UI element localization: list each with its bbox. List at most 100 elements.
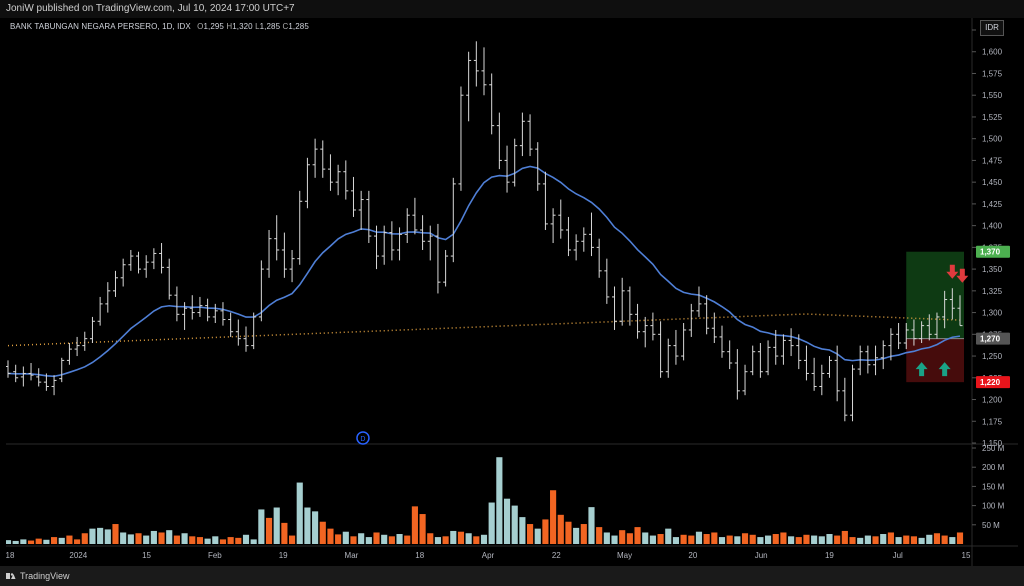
volume-bar bbox=[657, 534, 664, 544]
currency-button[interactable]: IDR bbox=[980, 20, 1004, 36]
volume-bar bbox=[933, 533, 941, 544]
ohlc-bar bbox=[274, 215, 280, 261]
volume-bar bbox=[672, 537, 680, 544]
ohlc-bar bbox=[450, 177, 456, 263]
volume-bar bbox=[327, 528, 334, 544]
volume-tick-label: 50 M bbox=[982, 521, 1000, 530]
volume-bar bbox=[649, 535, 656, 544]
time-tick-label: 20 bbox=[688, 551, 697, 560]
ohlc-bar bbox=[220, 302, 226, 326]
ohlc-bar bbox=[51, 375, 57, 396]
volume-bar bbox=[557, 514, 564, 544]
ohlc-bar bbox=[43, 373, 49, 391]
ohlc-bar bbox=[151, 248, 157, 270]
volume-tick-label: 150 M bbox=[982, 482, 1005, 491]
volume-bar bbox=[204, 538, 211, 544]
ohlc-bar bbox=[642, 316, 648, 348]
volume-bar bbox=[642, 532, 649, 544]
ohlc-bar bbox=[420, 215, 426, 250]
price-chart[interactable]: 1,1501,1751,2001,2251,2501,2751,3001,325… bbox=[4, 18, 1018, 566]
ohlc-bar bbox=[28, 363, 34, 381]
target-price-label-bg bbox=[976, 245, 1010, 258]
volume-bar bbox=[619, 530, 626, 544]
volume-bar bbox=[66, 535, 73, 544]
time-tick-label: May bbox=[617, 551, 632, 560]
volume-bar bbox=[826, 534, 833, 544]
volume-bar bbox=[811, 535, 818, 544]
price-tick-label: 1,200 bbox=[982, 396, 1003, 405]
ohlc-bar bbox=[320, 140, 326, 178]
volume-bar bbox=[273, 507, 280, 544]
price-tick-label: 1,350 bbox=[982, 265, 1003, 274]
price-tick-label: 1,600 bbox=[982, 48, 1003, 57]
ohlc-bar bbox=[281, 232, 287, 278]
ohlc-bar bbox=[258, 260, 264, 322]
time-tick-label: 2024 bbox=[69, 551, 87, 560]
ohlc-bar bbox=[82, 331, 88, 351]
volume-bar bbox=[695, 531, 703, 544]
ohlc-bar bbox=[650, 312, 656, 341]
footer-brand: TradingView bbox=[20, 571, 70, 581]
volume-bar bbox=[741, 533, 749, 544]
volume-bar bbox=[926, 534, 933, 544]
volume-bar bbox=[373, 532, 380, 544]
volume-bar bbox=[511, 505, 518, 544]
ohlc-bar bbox=[688, 303, 694, 337]
ohlc-bar bbox=[20, 366, 26, 387]
stop-price-label-bg bbox=[976, 376, 1010, 389]
price-tick-label: 1,325 bbox=[982, 287, 1003, 296]
ohlc-bar bbox=[635, 303, 641, 339]
volume-bar bbox=[734, 536, 741, 544]
ohlc-bar bbox=[504, 145, 510, 193]
ohlc-bar bbox=[734, 349, 740, 400]
ohlc-bar bbox=[458, 86, 464, 191]
ohlc-bar bbox=[112, 270, 118, 297]
volume-bar bbox=[749, 534, 756, 544]
ohlc-bar bbox=[704, 295, 710, 335]
volume-bar bbox=[434, 537, 442, 544]
ohlc-bar bbox=[496, 112, 502, 170]
ohlc-bar bbox=[604, 258, 610, 304]
ohlc-bar bbox=[658, 321, 664, 378]
volume-bar bbox=[910, 536, 918, 544]
volume-bar bbox=[903, 535, 910, 544]
volume-bar bbox=[596, 527, 603, 544]
volume-bar bbox=[12, 540, 19, 544]
volume-bar bbox=[319, 521, 326, 544]
ohlc-bar bbox=[519, 112, 525, 157]
ohlc-bar bbox=[773, 329, 779, 365]
time-tick-label: Apr bbox=[482, 551, 495, 560]
volume-bar bbox=[918, 537, 925, 544]
ohlc-bar bbox=[696, 286, 702, 317]
time-tick-label: 18 bbox=[415, 551, 424, 560]
ohlc-bar bbox=[757, 343, 763, 378]
ohlc-bar bbox=[565, 216, 571, 257]
ohlc-bar bbox=[949, 288, 955, 320]
volume-bar bbox=[242, 534, 250, 544]
ohlc-bar bbox=[327, 154, 333, 191]
ohlc-bar bbox=[312, 138, 318, 178]
volume-bar bbox=[603, 532, 610, 544]
ohlc-bar bbox=[535, 142, 541, 191]
sell-signal-arrow-icon bbox=[956, 268, 969, 283]
price-tick-label: 1,150 bbox=[982, 439, 1003, 448]
ohlc-bar bbox=[911, 319, 917, 346]
ohlc-bar bbox=[89, 316, 95, 344]
volume-bar bbox=[834, 535, 841, 544]
volume-bar bbox=[442, 536, 449, 544]
ohlc-bar bbox=[5, 360, 11, 378]
volume-bar bbox=[803, 534, 810, 544]
volume-bar bbox=[488, 502, 495, 544]
ohlc-bar bbox=[896, 323, 902, 350]
volume-bar bbox=[526, 524, 534, 544]
sma-line bbox=[7, 313, 961, 347]
volume-bar bbox=[50, 537, 58, 544]
time-tick-label: Jul bbox=[893, 551, 903, 560]
ohlc-bar bbox=[481, 47, 487, 96]
volume-bar bbox=[411, 506, 418, 544]
ohlc-bar bbox=[850, 364, 856, 422]
volume-bar bbox=[665, 528, 672, 544]
ohlc-bar bbox=[926, 314, 932, 341]
ohlc-bar bbox=[13, 364, 19, 383]
chart-frame[interactable]: 1,1501,1751,2001,2251,2501,2751,3001,325… bbox=[4, 18, 1018, 566]
